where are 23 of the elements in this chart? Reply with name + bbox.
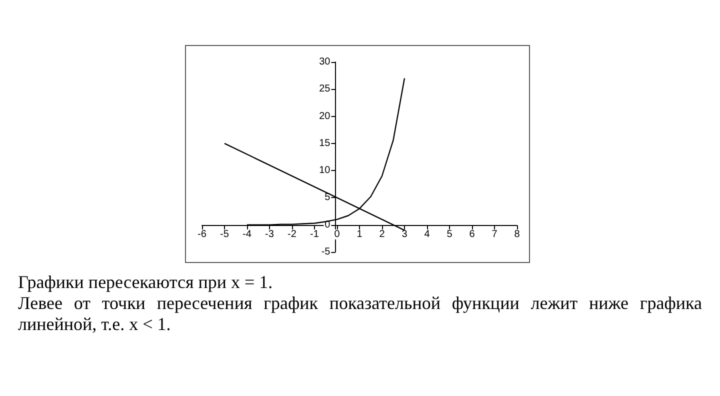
- x-tick-label: 7: [492, 228, 498, 240]
- x-tick-label: -2: [288, 228, 297, 240]
- y-tick-label: 15: [319, 138, 331, 149]
- x-tick-label: 3: [402, 228, 408, 240]
- text: Графики пересекаются при x = 1.: [18, 272, 274, 293]
- x-tick-label: 0: [334, 228, 340, 240]
- y-tick-label: -5: [321, 246, 331, 258]
- y-tick-label: 20: [319, 110, 331, 122]
- x-tick-label: 1: [356, 228, 363, 240]
- x-tick-label: 6: [469, 228, 476, 240]
- x-tick-label: -3: [265, 228, 274, 240]
- x-tick-label: 2: [379, 228, 386, 240]
- y-tick-label: 30: [319, 56, 331, 68]
- x-tick-label: -6: [198, 228, 207, 240]
- text: Левее от точки пересечения график показательной функции лежит ниже графика линейной, т.е. x < 1.: [18, 293, 702, 335]
- x-tick-label: -4: [242, 228, 252, 240]
- x-tick-label: 4: [424, 228, 430, 240]
- x-tick-label: -5: [220, 228, 230, 240]
- y-tick-label: 10: [319, 165, 331, 176]
- x-tick-label: 8: [514, 228, 520, 240]
- y-tick-label: 25: [319, 84, 331, 95]
- x-tick-label: 5: [446, 228, 453, 240]
- x-tick-label: -1: [310, 228, 320, 240]
